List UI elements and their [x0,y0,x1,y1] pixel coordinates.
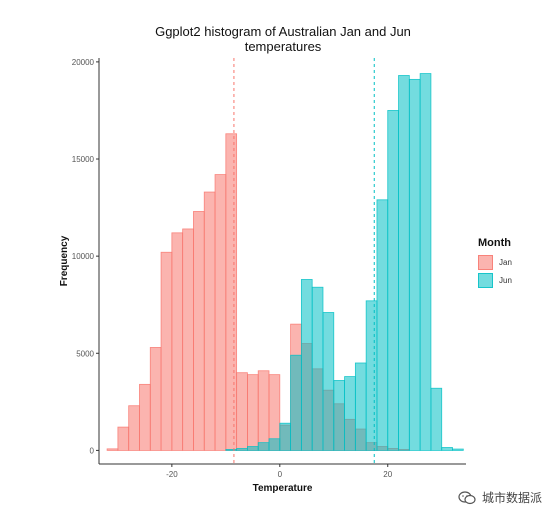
bar-jun--7 [236,448,248,451]
bar-jun-13 [344,376,356,451]
watermark: 城市数据派 [458,489,542,506]
chart-title-line-1: Ggplot2 histogram of Australian Jan and … [155,24,411,39]
wechat-icon [458,490,476,504]
bar-jun-27 [419,73,432,451]
bar-jan--9 [225,133,238,451]
bar-jan--31 [106,448,119,451]
bar-jan--23 [149,347,162,451]
y-tick-label: 20000 [72,58,95,67]
x-tick-label: 20 [383,470,392,479]
bar-jun-23 [398,75,410,451]
bar-jan--7 [236,372,248,451]
bar-jun-7 [311,286,324,451]
bar-jun--3 [257,442,270,451]
legend-key-jan [478,254,493,270]
bar-jan--25 [139,383,151,451]
y-tick-label: 15000 [72,155,95,164]
bar-jan--11 [214,174,227,451]
y-tick-label: 0 [90,446,95,455]
bar-jan--29 [117,426,130,451]
x-axis-label: Temperature [253,483,313,494]
bar-jun--1 [268,438,281,451]
legend-item-jan: Jan [478,253,512,271]
legend-label-jun: Jun [499,275,512,285]
bar-jun-3 [290,354,302,451]
x-tick-label: -20 [166,470,178,479]
chart-title-line-2: temperatures [244,39,322,54]
jun-series-bars [225,73,464,451]
y-tick-label: 5000 [76,349,94,358]
bar-jun-1 [279,422,291,451]
bar-jun-25 [408,78,421,451]
mean-lines [233,58,375,464]
bar-jan--21 [160,251,173,451]
bar-jun--5 [247,446,259,451]
legend-item-jun: Jun [478,271,512,289]
x-tick-label: 0 [278,470,283,479]
legend-key-jun [478,272,493,288]
bar-jun-29 [430,387,443,451]
bar-jun-9 [322,312,335,451]
y-axis-label: Frequency [59,235,70,286]
bar-jun-5 [300,279,313,451]
legend: Month Jan Jun [478,237,512,289]
bar-jan--15 [193,211,205,451]
legend-title: Month [478,237,511,249]
bar-jan--5 [247,374,259,451]
axes: 0 5000 10000 15000 20000 -20 0 20 Temperature Fre… [59,58,466,494]
bar-jun-15 [354,362,367,451]
bar-jun-21 [387,110,399,451]
bar-jan--13 [203,191,216,451]
bar-jun-11 [333,380,345,451]
bar-jan--17 [182,228,194,451]
bar-jun-31 [441,447,453,451]
bar-jun-19 [376,199,389,451]
y-tick-label: 10000 [72,252,95,261]
bar-jun-17 [365,300,378,451]
watermark-text: 城市数据派 [481,491,542,505]
bar-jun--9 [225,449,238,451]
bar-jan--3 [257,370,270,451]
bar-jan--27 [128,405,140,451]
legend-label-jan: Jan [499,257,512,267]
bar-jun-33 [452,448,464,451]
bar-jan--19 [171,232,184,451]
